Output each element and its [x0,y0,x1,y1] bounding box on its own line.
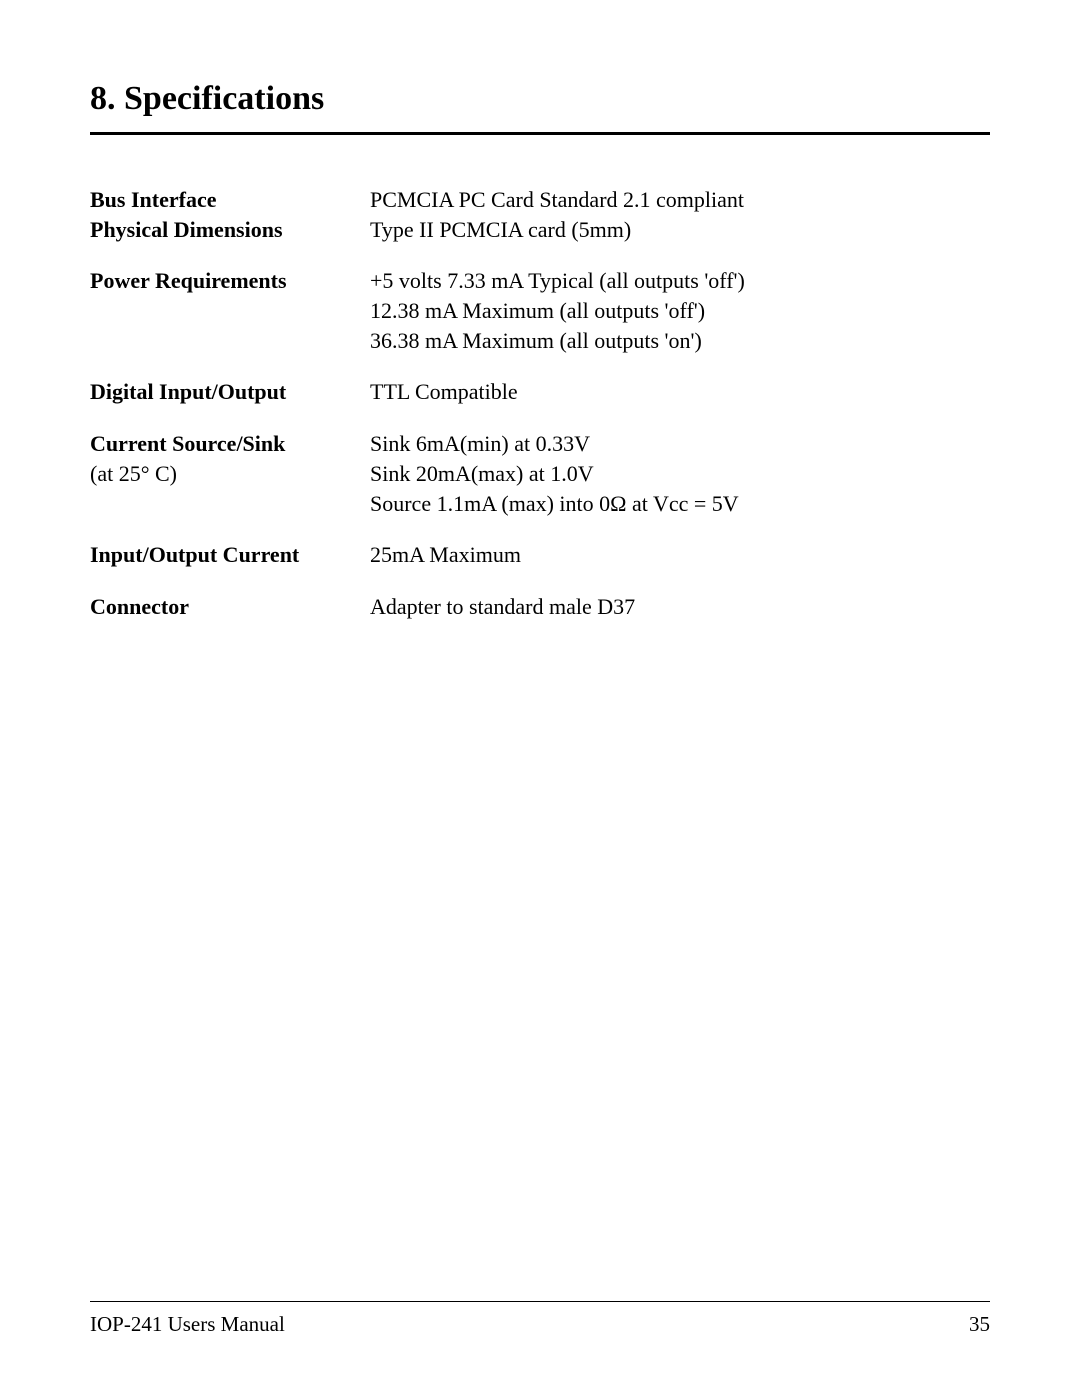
spec-label: Current Source/Sink(at 25° C) [90,429,370,518]
spec-label: Input/Output Current [90,540,370,570]
spec-row: Physical Dimensions Type II PCMCIA card (… [90,215,990,245]
spec-label-line: Bus Interface [90,185,358,215]
spec-value: TTL Compatible [370,377,990,407]
spec-value-line: 25mA Maximum [370,540,990,570]
spec-label: Physical Dimensions [90,215,370,245]
spec-label-line: (at 25° C) [90,459,358,489]
spec-value: Adapter to standard male D37 [370,592,990,622]
spec-label-line: Current Source/Sink [90,429,358,459]
spec-value: 25mA Maximum [370,540,990,570]
spec-value-line: Source 1.1mA (max) into 0Ω at Vcc = 5V [370,489,990,519]
spec-label-line: Power Requirements [90,266,358,296]
section-heading: 8. Specifications [90,80,990,118]
spec-value: PCMCIA PC Card Standard 2.1 compliant [370,185,990,215]
spec-value-line: Type II PCMCIA card (5mm) [370,215,990,245]
spec-row: Bus Interface PCMCIA PC Card Standard 2.1… [90,185,990,215]
spec-label-line: Physical Dimensions [90,215,358,245]
spec-value-line: 12.38 mA Maximum (all outputs 'off') [370,296,990,326]
spec-value: +5 volts 7.33 mA Typical (all outputs 'o… [370,266,990,355]
spec-row: Digital Input/Output TTL Compatible [90,377,990,407]
footer-row: IOP-241 Users Manual 35 [90,1312,990,1337]
heading-rule [90,132,990,135]
footer-left: IOP-241 Users Manual [90,1312,285,1337]
spec-row: Current Source/Sink(at 25° C)Sink 6mA(mi… [90,429,990,518]
spec-row: Power Requirements +5 volts 7.33 mA Typic… [90,266,990,355]
spec-label: Bus Interface [90,185,370,215]
page: 8. Specifications Bus Interface PCMCIA PC… [0,0,1080,1397]
spec-label-line: Digital Input/Output [90,377,358,407]
spec-list: Bus Interface PCMCIA PC Card Standard 2.1… [90,185,990,622]
spec-value: Type II PCMCIA card (5mm) [370,215,990,245]
page-footer: IOP-241 Users Manual 35 [90,1301,990,1337]
spec-value-line: 36.38 mA Maximum (all outputs 'on') [370,326,990,356]
footer-page-number: 35 [969,1312,990,1337]
spec-label: Connector [90,592,370,622]
spec-value-line: Sink 6mA(min) at 0.33V [370,429,990,459]
footer-rule [90,1301,990,1302]
spec-value: Sink 6mA(min) at 0.33VSink 20mA(max) at … [370,429,990,518]
spec-value-line: Adapter to standard male D37 [370,592,990,622]
spec-row: Connector Adapter to standard male D37 [90,592,990,622]
spec-value-line: +5 volts 7.33 mA Typical (all outputs 'o… [370,266,990,296]
spec-label: Power Requirements [90,266,370,355]
spec-value-line: PCMCIA PC Card Standard 2.1 compliant [370,185,990,215]
spec-row: Input/Output Current 25mA Maximum [90,540,990,570]
spec-label-line: Input/Output Current [90,540,358,570]
spec-value-line: TTL Compatible [370,377,990,407]
spec-value-line: Sink 20mA(max) at 1.0V [370,459,990,489]
spec-label-line: Connector [90,592,358,622]
spec-label: Digital Input/Output [90,377,370,407]
